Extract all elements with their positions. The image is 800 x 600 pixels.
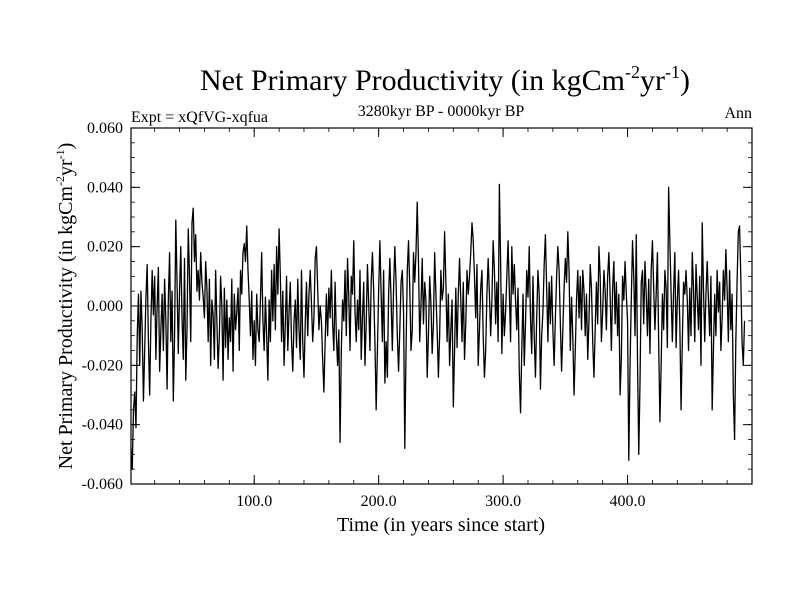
x-tick-label: 300.0 bbox=[485, 493, 521, 510]
y-tick-label: 0.000 bbox=[87, 298, 123, 315]
x-axis-label: Time (in years since start) bbox=[337, 514, 545, 536]
chart-title: Net Primary Productivity (in kgCm-2yr-1) bbox=[200, 62, 690, 97]
y-tick-label: 0.060 bbox=[87, 120, 123, 137]
experiment-label: Expt = xQfVG-xqfua bbox=[131, 109, 268, 126]
x-tick-label: 200.0 bbox=[361, 493, 397, 510]
y-tick-label: -0.020 bbox=[82, 357, 123, 374]
y-axis: -0.060 -0.040 -0.020 0.000 0.020 0.040 0.060 bbox=[82, 120, 752, 493]
y-tick-label: -0.040 bbox=[82, 417, 123, 434]
x-tick-label: 400.0 bbox=[610, 493, 646, 510]
y-tick-label: -0.060 bbox=[82, 476, 123, 493]
y-tick-label: 0.020 bbox=[87, 239, 123, 256]
y-tick-label: 0.040 bbox=[87, 179, 123, 196]
x-tick-label: 100.0 bbox=[236, 493, 272, 510]
chart-subtitle: 3280kyr BP - 0000kyr BP bbox=[358, 103, 525, 120]
series-line-npp bbox=[130, 183, 746, 470]
y-axis-label: Net Primary Productivity (in kgCm-2yr-1) bbox=[53, 143, 77, 470]
season-label: Ann bbox=[724, 105, 752, 122]
x-axis: 100.0 200.0 300.0 400.0 bbox=[154, 128, 728, 510]
